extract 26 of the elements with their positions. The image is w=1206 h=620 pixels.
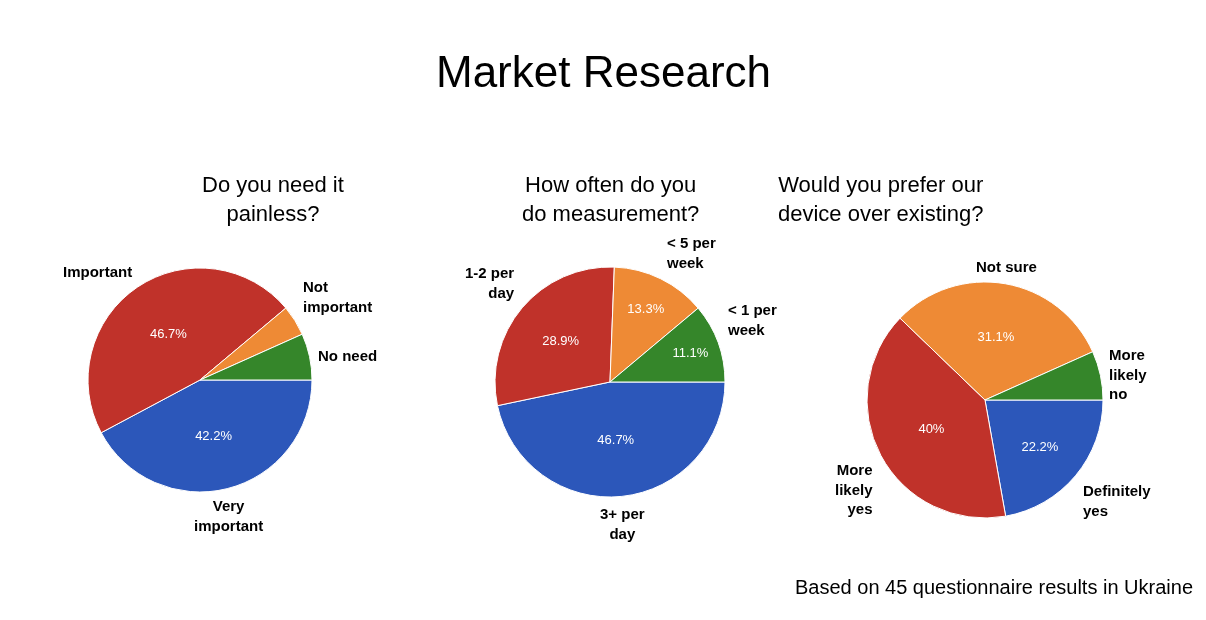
slice-label: 3+ per day — [600, 505, 645, 542]
chart-title: How often do you do measurement? — [522, 172, 700, 226]
data-label: 28.9% — [542, 333, 580, 349]
chart-title: Would you prefer our device over existing? — [778, 172, 984, 226]
slice-label: < 1 per week — [727, 301, 777, 338]
text: Based on 45 questionnaire results in Ukraine — [795, 576, 1194, 598]
data-label: 13.3% — [627, 301, 665, 317]
slice-label: Very important — [194, 497, 264, 534]
slice-label: More likely yes — [835, 461, 874, 517]
chart-title: Do you need it painless? — [202, 172, 344, 226]
slice-label: 1-2 per day — [465, 264, 515, 301]
text: Market Research — [436, 47, 772, 96]
data-label: 42.2% — [195, 427, 233, 443]
slice-label: Important — [63, 263, 133, 280]
data-label: 46.7% — [149, 325, 188, 341]
data-label: 31.1% — [977, 328, 1015, 344]
data-label: 46.7% — [597, 431, 635, 447]
data-label: 22.2% — [1021, 438, 1059, 454]
slice-label: Not important — [303, 278, 373, 315]
slice-label: < 5 per week — [666, 234, 716, 271]
slice-label: Definitely yes — [1083, 482, 1152, 519]
data-label: 11.1% — [672, 345, 709, 361]
slice-label: No need — [318, 347, 378, 364]
slice-label: More likely no — [1109, 346, 1148, 402]
slice-label: Not sure — [976, 258, 1037, 275]
data-label: 40% — [918, 420, 945, 436]
